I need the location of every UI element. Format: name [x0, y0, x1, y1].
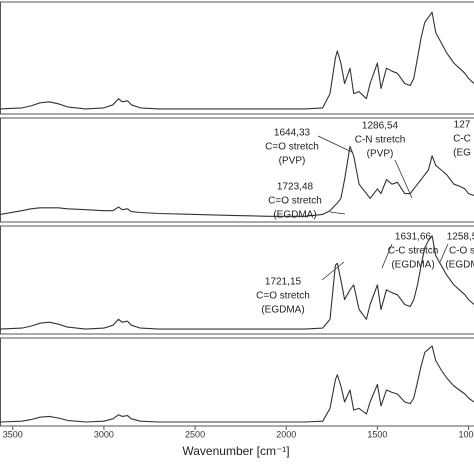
annotation: (EGDM — [445, 260, 474, 271]
annotation-leader — [439, 243, 449, 263]
annotation-leader — [321, 261, 345, 281]
annotation: 127 — [454, 120, 471, 131]
annotation: 1631,66 — [395, 232, 432, 243]
annotation-leader — [329, 211, 346, 215]
annotation: C-C — [453, 134, 471, 145]
annotation: 1258,5 — [447, 232, 474, 243]
annotation: (EGDMA) — [273, 210, 316, 221]
annotation: C-O s — [449, 246, 474, 257]
x-axis-label: Wavenumber [cm⁻¹] — [182, 444, 289, 458]
spectrum-line — [0, 11, 474, 110]
annotation: (PVP) — [279, 156, 306, 167]
x-tick-label: 2500 — [185, 429, 205, 439]
annotation: (EGDMA) — [261, 305, 304, 316]
annotation: 1723,48 — [277, 182, 314, 193]
spectrum-line — [0, 235, 474, 330]
annotation: C=O stretch — [265, 142, 319, 153]
panel-frame — [0, 337, 474, 427]
annotation: C-C stretch — [388, 246, 439, 257]
annotation: C-N stretch — [355, 135, 406, 146]
panel-frame — [0, 1, 474, 115]
annotation: (EG — [453, 148, 471, 159]
annotation: 1721,15 — [265, 277, 302, 288]
x-tick-label: 1000 — [459, 429, 474, 439]
annotation: 1644,33 — [274, 128, 311, 139]
x-tick-label: 1500 — [367, 429, 387, 439]
annotation-leader — [317, 135, 353, 153]
x-tick-label: 3500 — [3, 429, 23, 439]
spectrum-line — [0, 145, 474, 217]
annotation: (PVP) — [367, 149, 394, 160]
annotation: 1286,54 — [362, 121, 399, 132]
panel-frame — [0, 225, 474, 335]
panel-frame — [0, 117, 474, 223]
x-tick-label: 3000 — [94, 429, 114, 439]
annotation-leader — [381, 243, 393, 269]
spectrum-line — [0, 345, 474, 423]
annotation: (EGDMA) — [391, 260, 434, 271]
annotation-leader — [394, 159, 413, 199]
annotation: C=O stretch — [256, 291, 310, 302]
annotation: C=O stretch — [268, 196, 322, 207]
x-tick-label: 2000 — [276, 429, 296, 439]
